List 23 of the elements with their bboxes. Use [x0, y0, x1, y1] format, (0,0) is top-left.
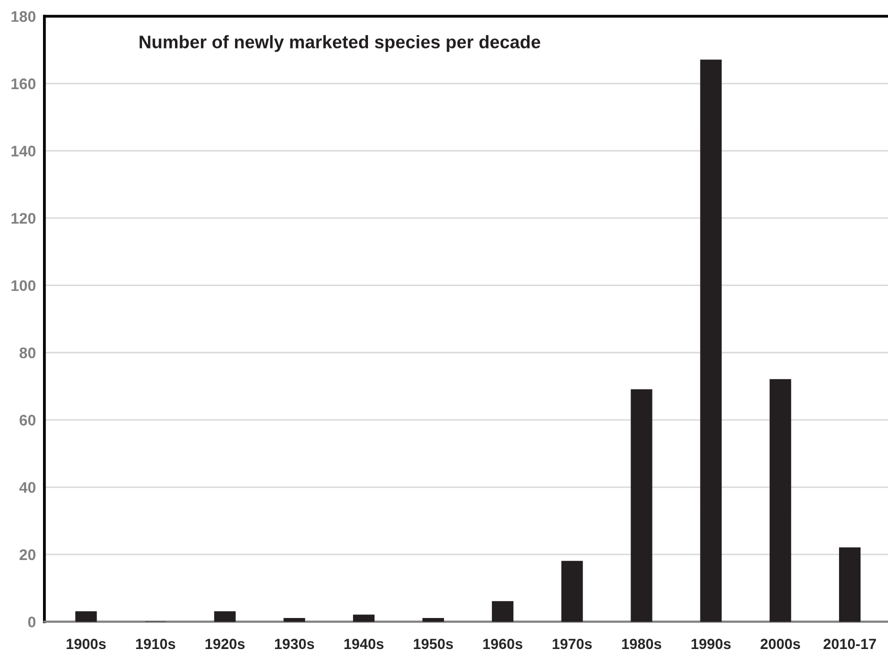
y-tick-label: 120 — [12, 212, 36, 224]
x-tick-label: 1990s — [692, 638, 731, 650]
x-tick-label: 2010-17 — [824, 638, 876, 650]
x-tick-label: 1930s — [275, 638, 314, 650]
x-tick-label: 1910s — [136, 638, 176, 650]
y-tick-label: 60 — [20, 414, 36, 426]
x-tick-label: 1940s — [344, 638, 384, 650]
x-tick-label: 2000s — [760, 638, 800, 650]
text: Number of newly marketed species per decade — [140, 35, 540, 52]
y-tick-label: 20 — [20, 549, 36, 560]
y-tick-label: 40 — [19, 482, 36, 493]
y-tick-label: 100 — [12, 280, 36, 292]
x-tick-label: 1960s — [483, 638, 522, 650]
x-tick-label: 1970s — [552, 638, 592, 650]
x-tick-label: 1950s — [414, 638, 453, 650]
x-tick-label: 1920s — [206, 638, 245, 650]
x-tick-label: 1900s — [66, 638, 106, 650]
y-tick-label: 160 — [12, 78, 36, 90]
y-tick-label: 0 — [28, 616, 36, 628]
y-tick-label: 140 — [12, 146, 36, 156]
y-tick-label: 80 — [20, 347, 36, 358]
x-tick-label: 1980s — [622, 638, 662, 650]
y-tick-label: 180 — [12, 11, 36, 22]
